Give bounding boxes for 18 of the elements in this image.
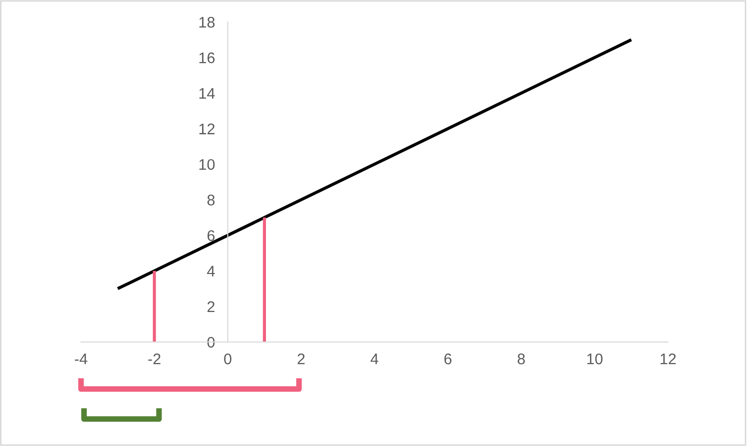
y-tick-label: 18	[199, 16, 215, 28]
y-tick-label: 8	[207, 194, 215, 206]
x-tick-label: 0	[224, 354, 232, 364]
x-tick-label: 10	[587, 354, 603, 364]
y-tick-label: 12	[199, 124, 214, 134]
x-tick-label: 6	[444, 354, 452, 364]
x-tick-label: 12	[660, 354, 676, 364]
x-tick-label: 4	[370, 354, 378, 364]
y-tick-label: 6	[208, 230, 215, 242]
y-tick-label: 14	[199, 88, 215, 99]
x-tick-label: -4	[74, 354, 88, 364]
y-tick-label: 2	[208, 301, 214, 312]
x-tick-label: 8	[518, 354, 525, 364]
x-tick-label: 2	[298, 354, 305, 364]
y-tick-label: 10	[199, 159, 215, 170]
y-tick-label: 4	[207, 266, 215, 276]
y-tick-label: 16	[199, 52, 215, 64]
x-tick-label: -2	[148, 354, 160, 364]
